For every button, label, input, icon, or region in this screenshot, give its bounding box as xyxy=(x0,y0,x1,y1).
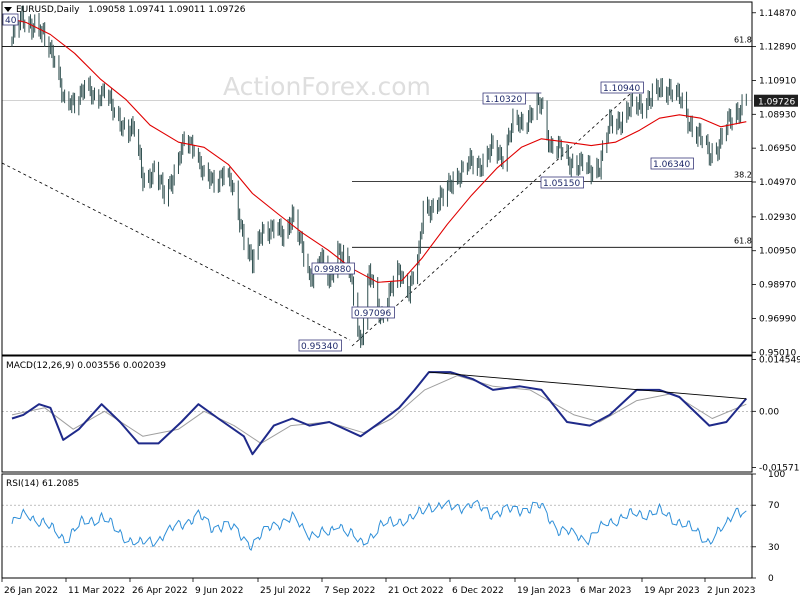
macd-label: MACD(12,26,9) 0.003556 0.002039 xyxy=(6,361,166,371)
macd-signal-line xyxy=(11,375,747,444)
watermark-layer: ActionForex.com xyxy=(223,72,431,101)
date-axis-label: 7 Sep 2022 xyxy=(324,586,375,596)
date-axis-label: 19 Jan 2023 xyxy=(517,586,571,596)
watermark: ActionForex.com xyxy=(223,72,431,101)
current-price-label: 1.09726 xyxy=(758,98,795,108)
price-annotation: 0.99880 xyxy=(314,265,351,275)
date-axis-label: 25 Jul 2022 xyxy=(260,586,311,596)
rsi-label: RSI(14) 61.2085 xyxy=(6,479,79,489)
date-axis-label: 26 Jan 2022 xyxy=(4,586,58,596)
price-annotation-box xyxy=(311,262,355,275)
fib-levels: 61.8 38.2 61.8 xyxy=(2,35,752,248)
date-axis-label: 6 Dec 2022 xyxy=(452,586,504,596)
rsi-axis-tick: 30 xyxy=(768,543,780,553)
price-annotation: 1.05150 xyxy=(543,179,580,189)
price-annotation: 1.10940 xyxy=(603,84,640,94)
macd-axis-tick: 0.00 xyxy=(759,407,779,417)
price-annotation-box xyxy=(351,306,395,319)
fib-level-label: 61.8 xyxy=(734,236,752,245)
price-panel: 1.10320 1.10940 1.06340 1.05150 0.95340 0.970… xyxy=(1,5,747,352)
rsi-panel xyxy=(2,499,752,552)
price-axis-tick: 0.98970 xyxy=(759,281,796,291)
price-axis-tick: 1.06950 xyxy=(759,144,796,154)
date-axis-label: 6 Mar 2023 xyxy=(580,586,631,596)
ohlc-label: 1.09058 1.09741 1.09011 1.09726 xyxy=(88,5,246,15)
rsi-axis-tick: 70 xyxy=(768,501,780,511)
price-annotation-box xyxy=(482,92,526,105)
price-annotation: 1.10320 xyxy=(485,95,522,105)
current-price-box xyxy=(754,94,798,107)
falling-trendline xyxy=(1,162,351,341)
macd-axis-tick: -0.015712 xyxy=(759,463,800,473)
price-annotation: 40 xyxy=(5,16,17,26)
rsi-axis-tick: 0 xyxy=(768,574,774,584)
macd-panel xyxy=(2,371,752,456)
symbol-label: EURUSD,Daily xyxy=(16,5,80,15)
macd-axis-tick: 0.014549 xyxy=(759,355,800,365)
price-annotation-box xyxy=(650,157,694,170)
price-axis-tick: 1.10910 xyxy=(759,76,796,86)
price-annotation-box xyxy=(540,176,584,189)
price-axis-tick: 0.96990 xyxy=(759,314,796,324)
moving-average-line xyxy=(11,18,747,283)
price-annotation-box xyxy=(600,81,644,94)
price-annotation: 0.97096 xyxy=(354,309,391,319)
macd-line xyxy=(11,371,748,456)
price-axis-tick: 1.08930 xyxy=(759,110,796,120)
date-axis-label: 9 Jun 2022 xyxy=(195,586,243,596)
fib-level-label: 61.8 xyxy=(734,35,752,44)
dropdown-arrow-icon[interactable] xyxy=(4,7,12,12)
price-axis-tick: 1.00950 xyxy=(759,247,796,257)
price-annotation-box xyxy=(298,339,342,352)
macd-trendline xyxy=(428,371,747,400)
price-axis-tick: 0.95010 xyxy=(759,348,796,358)
date-axis-label: 26 Apr 2022 xyxy=(132,586,188,596)
date-axis-label: 19 Apr 2023 xyxy=(644,586,700,596)
price-axis-tick: 1.02930 xyxy=(759,213,796,223)
panel-frame xyxy=(1,1,753,356)
date-axis-label: 21 Oct 2022 xyxy=(388,586,444,596)
chart-text: 1.14870 1.12890 1.10910 1.08930 1.06950 1.049… xyxy=(1,5,800,596)
price-axis-tick: 1.14870 xyxy=(759,9,796,19)
rsi-line xyxy=(11,499,747,552)
panel-frames xyxy=(1,1,753,579)
rising-trendline xyxy=(351,84,641,347)
price-axis-tick: 1.04970 xyxy=(759,178,796,188)
price-annotation: 1.06340 xyxy=(653,160,690,170)
price-annotation-box xyxy=(2,13,19,26)
price-annotation: 0.95340 xyxy=(301,342,338,352)
fib-level-label: 38.2 xyxy=(734,170,752,179)
price-axis-tick: 1.12890 xyxy=(759,43,796,53)
date-axis-label: 2 Jun 2023 xyxy=(707,586,755,596)
panel-frame xyxy=(1,355,753,473)
rsi-axis-tick: 100 xyxy=(768,470,785,480)
date-axis-label: 11 Mar 2022 xyxy=(68,586,125,596)
